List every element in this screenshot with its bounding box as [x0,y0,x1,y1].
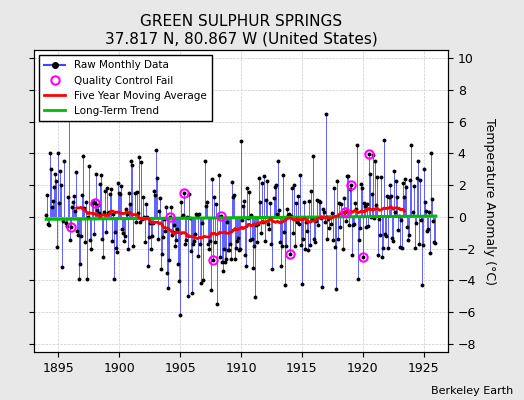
Y-axis label: Temperature Anomaly (°C): Temperature Anomaly (°C) [483,118,496,284]
Title: GREEN SULPHUR SPRINGS
37.817 N, 80.867 W (United States): GREEN SULPHUR SPRINGS 37.817 N, 80.867 W… [105,14,377,46]
Legend: Raw Monthly Data, Quality Control Fail, Five Year Moving Average, Long-Term Tren: Raw Monthly Data, Quality Control Fail, … [39,55,212,121]
Text: Berkeley Earth: Berkeley Earth [431,386,514,396]
